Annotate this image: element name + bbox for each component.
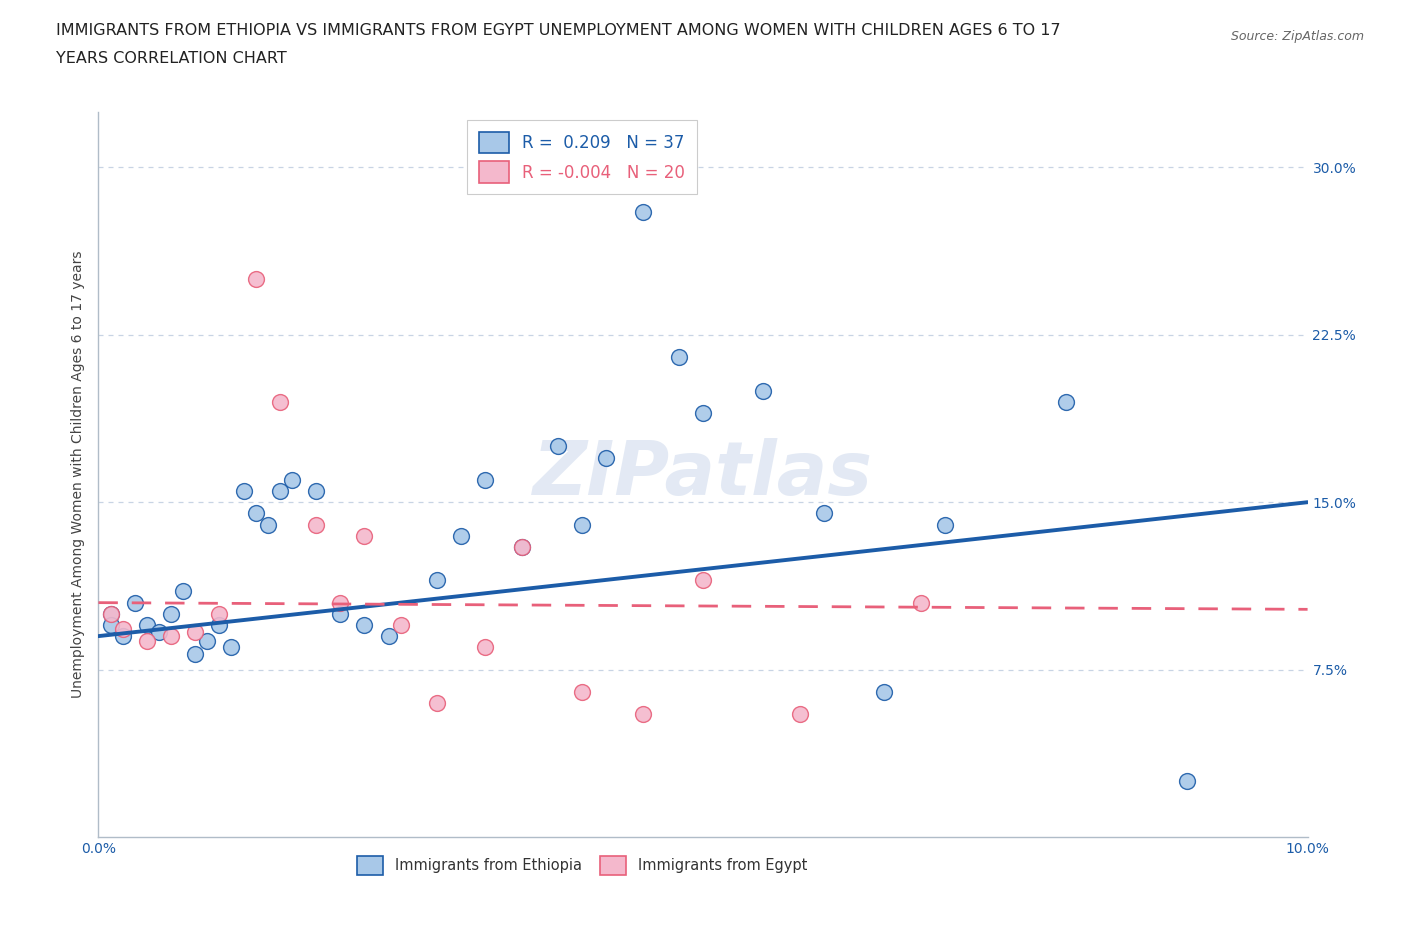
- Text: YEARS CORRELATION CHART: YEARS CORRELATION CHART: [56, 51, 287, 66]
- Point: [789, 707, 811, 722]
- Point: [934, 517, 956, 532]
- Point: [281, 472, 304, 487]
- Point: [631, 205, 654, 219]
- Point: [245, 506, 267, 521]
- Point: [100, 606, 122, 621]
- Point: [160, 629, 183, 644]
- Point: [571, 517, 593, 532]
- Point: [305, 484, 328, 498]
- Text: Source: ZipAtlas.com: Source: ZipAtlas.com: [1230, 30, 1364, 43]
- Point: [135, 618, 157, 632]
- Point: [873, 684, 896, 699]
- Point: [100, 606, 122, 621]
- Text: IMMIGRANTS FROM ETHIOPIA VS IMMIGRANTS FROM EGYPT UNEMPLOYMENT AMONG WOMEN WITH : IMMIGRANTS FROM ETHIOPIA VS IMMIGRANTS F…: [56, 23, 1062, 38]
- Point: [111, 622, 134, 637]
- Point: [474, 472, 496, 487]
- Point: [245, 272, 267, 286]
- Point: [631, 707, 654, 722]
- Point: [221, 640, 243, 655]
- Point: [256, 517, 278, 532]
- Y-axis label: Unemployment Among Women with Children Ages 6 to 17 years: Unemployment Among Women with Children A…: [72, 250, 86, 698]
- Point: [329, 595, 352, 610]
- Point: [910, 595, 932, 610]
- Point: [389, 618, 412, 632]
- Point: [269, 484, 291, 498]
- Point: [124, 595, 146, 610]
- Point: [752, 383, 775, 398]
- Point: [232, 484, 254, 498]
- Point: [1175, 774, 1198, 789]
- Point: [100, 618, 122, 632]
- Point: [184, 624, 207, 639]
- Point: [668, 350, 690, 365]
- Point: [450, 528, 472, 543]
- Point: [692, 573, 714, 588]
- Point: [148, 624, 170, 639]
- Point: [160, 606, 183, 621]
- Point: [426, 696, 449, 711]
- Point: [692, 405, 714, 420]
- Point: [474, 640, 496, 655]
- Point: [1054, 394, 1077, 409]
- Point: [813, 506, 835, 521]
- Point: [172, 584, 194, 599]
- Point: [353, 528, 375, 543]
- Point: [377, 629, 399, 644]
- Point: [595, 450, 617, 465]
- Point: [510, 539, 533, 554]
- Point: [426, 573, 449, 588]
- Point: [510, 539, 533, 554]
- Point: [208, 606, 231, 621]
- Point: [208, 618, 231, 632]
- Point: [353, 618, 375, 632]
- Legend: Immigrants from Ethiopia, Immigrants from Egypt: Immigrants from Ethiopia, Immigrants fro…: [352, 850, 813, 881]
- Point: [571, 684, 593, 699]
- Point: [135, 633, 157, 648]
- Text: ZIPatlas: ZIPatlas: [533, 438, 873, 511]
- Point: [547, 439, 569, 454]
- Point: [184, 646, 207, 661]
- Point: [111, 629, 134, 644]
- Point: [305, 517, 328, 532]
- Point: [329, 606, 352, 621]
- Point: [269, 394, 291, 409]
- Point: [195, 633, 218, 648]
